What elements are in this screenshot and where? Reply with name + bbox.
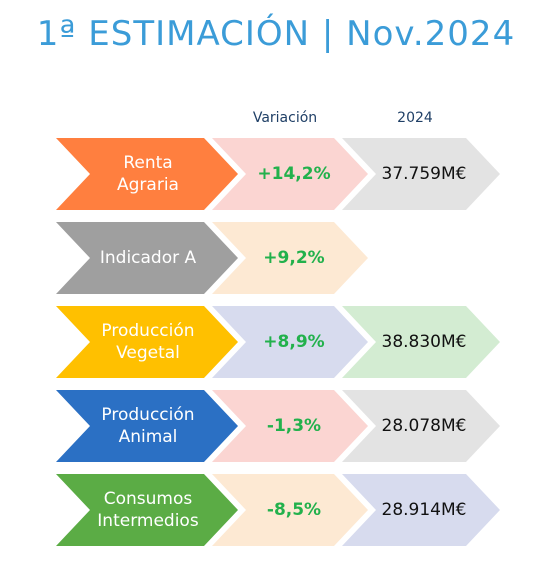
variation-chevron (212, 138, 368, 210)
row-label: Producción (101, 321, 194, 341)
variation-value: -1,3% (267, 416, 321, 436)
row-label: Vegetal (116, 343, 180, 363)
label-chevron (56, 222, 238, 294)
value-chevron (342, 474, 500, 546)
row-label: Consumos (104, 489, 193, 509)
variation-chevron (212, 306, 368, 378)
year-value: 28.914M€ (382, 500, 467, 520)
label-chevron (56, 138, 238, 210)
row-label: Renta (123, 153, 172, 173)
variation-chevron (212, 474, 368, 546)
variation-value: +9,2% (263, 248, 324, 268)
row-label: Indicador A (100, 248, 197, 268)
value-chevron (342, 390, 500, 462)
value-chevron (342, 138, 500, 210)
year-value: 28.078M€ (382, 416, 467, 436)
row-label: Animal (119, 427, 178, 447)
label-chevron (56, 390, 238, 462)
label-chevron (56, 306, 238, 378)
header-year: 2024 (397, 110, 433, 126)
variation-value: +8,9% (263, 332, 324, 352)
page-title: 1ª ESTIMACIÓN | Nov.2024 (36, 14, 516, 54)
variation-chevron (212, 222, 368, 294)
value-chevron (342, 306, 500, 378)
variation-value: -8,5% (267, 500, 321, 520)
row-label: Producción (101, 405, 194, 425)
row-label: Intermedios (97, 511, 199, 531)
label-chevron (56, 474, 238, 546)
variation-chevron (212, 390, 368, 462)
header-variation: Variación (252, 110, 318, 126)
year-value: 37.759M€ (382, 164, 467, 184)
variation-value: +14,2% (257, 164, 330, 184)
year-value: 38.830M€ (382, 332, 467, 352)
row-label: Agraria (117, 175, 179, 195)
